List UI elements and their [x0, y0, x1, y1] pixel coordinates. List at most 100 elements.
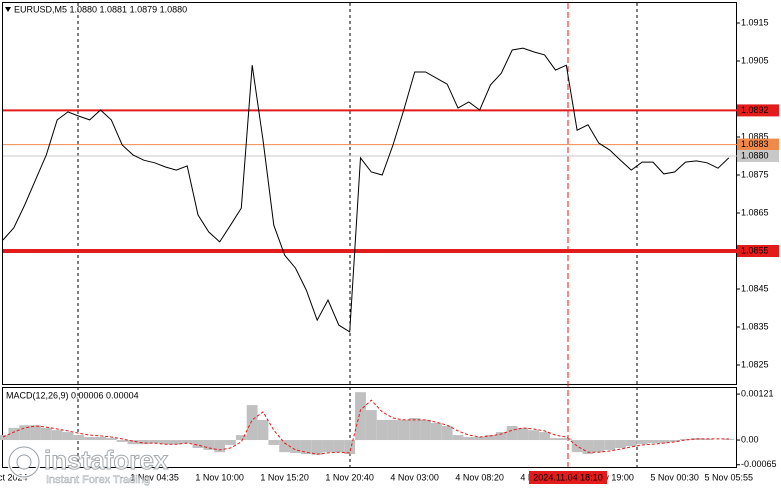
histogram-bar: [30, 425, 41, 441]
x-tick-label: 4 Nov 08:20: [455, 472, 504, 482]
histogram-bar: [333, 440, 345, 453]
watermark: instaforex Instant Forex Trading: [7, 444, 169, 486]
histogram-bar: [311, 440, 323, 455]
histogram-bar: [690, 438, 702, 441]
level-label-box: [737, 245, 779, 257]
y-tick-label: 1.0875: [741, 169, 769, 179]
macd-panel-frame: [2, 387, 737, 468]
x-tick-label: 1 Nov 10:00: [195, 472, 244, 482]
x-tick-label: 4 Nov 03:00: [390, 472, 439, 482]
histogram-bar: [430, 422, 442, 441]
histogram-bar: [409, 418, 421, 441]
histogram-bar: [160, 440, 171, 445]
histogram-bar: [615, 440, 626, 449]
x-tick-label: 31 Oct 2024: [0, 472, 28, 482]
histogram-bar: [344, 440, 356, 455]
level-label-box: [737, 150, 779, 162]
histogram-bar: [127, 440, 139, 445]
histogram-bar: [571, 440, 583, 453]
logo-core: [16, 454, 32, 470]
histogram-bar: [116, 440, 128, 442]
histogram-bar: [398, 419, 410, 441]
y-tick-label: 1.0845: [741, 283, 769, 293]
histogram-bar: [84, 436, 96, 441]
level-label-box: [737, 104, 779, 117]
histogram-bar: [95, 436, 106, 441]
histogram-bar: [701, 438, 713, 441]
y-tick-label: 0.00121: [741, 388, 774, 398]
crosshair-label-box: [529, 471, 607, 484]
histogram-bar: [40, 427, 52, 441]
histogram-bar: [463, 436, 475, 441]
histogram-bar: [235, 435, 247, 441]
y-tick-label: 1.0825: [741, 359, 769, 369]
histogram-bar: [485, 435, 496, 441]
histogram-bar: [550, 438, 561, 441]
histogram-bar: [452, 435, 464, 441]
histogram-bar: [322, 440, 334, 453]
histogram-bar: [680, 438, 691, 441]
histogram-bar: [300, 440, 312, 455]
histogram-bar: [625, 440, 637, 447]
histogram-bar: [138, 440, 150, 445]
price-line: [2, 47, 730, 333]
histogram-bar: [593, 440, 605, 453]
watermark-brand: instaforex: [44, 445, 169, 475]
histogram-bar: [723, 438, 735, 441]
histogram-bar: [355, 392, 366, 441]
level-label: 1.0883: [741, 139, 769, 149]
x-tick-label: 5 Nov 00:30: [650, 472, 699, 482]
y-tick-label: -0.00065: [741, 459, 777, 469]
histogram-bar: [290, 440, 301, 453]
histogram-bar: [62, 432, 74, 441]
x-tick-label: 5 Nov 05:55: [705, 472, 754, 482]
histogram-bar: [170, 440, 182, 445]
histogram-bar: [51, 430, 63, 441]
histogram-bar: [658, 440, 670, 444]
y-tick-label: 1.0865: [741, 207, 769, 217]
x-tick-label: 1 Nov 20:40: [325, 472, 374, 482]
histogram-bar: [203, 440, 215, 450]
title-arrow: [5, 7, 11, 12]
histogram-bar: [192, 440, 204, 449]
histogram-bar: [387, 419, 399, 441]
histogram-bar: [474, 436, 486, 441]
histogram-bar: [181, 440, 193, 444]
histogram-bar: [560, 438, 572, 441]
y-tick-label: 0.00: [741, 434, 759, 444]
histogram-bar: [73, 435, 85, 441]
histogram-bar: [149, 440, 161, 444]
level-label: 1.0855: [741, 245, 769, 255]
signal-line: [2, 399, 729, 455]
watermark-slogan: Instant Forex Trading: [46, 474, 150, 486]
histogram-bar: [214, 440, 226, 453]
chart-title: EURUSD,M5 1.0880 1.0881 1.0879 1.0880: [14, 4, 187, 14]
histogram-bar: [8, 427, 20, 441]
histogram-bar: [246, 405, 258, 441]
crosshair-label: 2024.11.04 18:10: [533, 472, 602, 482]
histogram-bar: [257, 419, 269, 441]
histogram-bar: [495, 432, 507, 441]
histogram-bar: [376, 419, 388, 441]
y-tick-label: 1.0915: [741, 17, 769, 27]
y-tick-label: 1.0885: [741, 131, 769, 141]
histogram-bar: [420, 419, 431, 441]
histogram-bar: [517, 427, 529, 441]
x-tick-label: 1 Nov 15:20: [260, 472, 309, 482]
x-tick-label: 1 Nov 04:35: [130, 472, 179, 482]
histogram-bar: [669, 440, 681, 442]
histogram-bar: [268, 440, 280, 445]
histogram-bar: [647, 440, 659, 444]
histogram-bar: [19, 425, 31, 441]
level-label: 1.0892: [741, 105, 769, 115]
histogram-bar: [441, 425, 453, 441]
y-tick-label: 1.0905: [741, 55, 769, 65]
histogram-bar: [582, 440, 594, 455]
histogram-bar: [105, 438, 117, 441]
frames: [2, 2, 737, 468]
level-label: 1.0880: [741, 150, 769, 160]
logo-ring-outline: [8, 446, 40, 478]
histogram-bar: [365, 410, 377, 441]
level-label-box: [737, 138, 779, 151]
